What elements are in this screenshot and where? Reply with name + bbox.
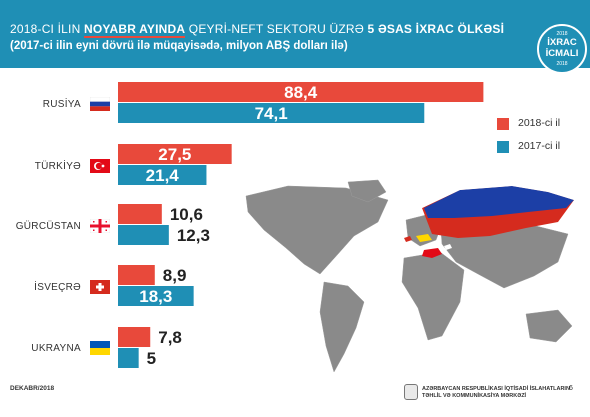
coat-of-arms-icon xyxy=(404,384,418,400)
title-highlight: NOYABR AYINDA xyxy=(83,22,186,38)
badge-year-bottom: 2018 xyxy=(556,61,568,67)
export-review-badge: 2018 İXRAC İCMALI 2018 xyxy=(537,24,587,74)
bar-2018-4 xyxy=(118,327,151,347)
legend-label-2017: 2017-ci il xyxy=(518,140,561,152)
ukraine-flag-icon xyxy=(90,341,110,355)
header-banner: 2018-CI İLIN NOYABR AYINDA QEYRİ-NEFT SE… xyxy=(0,0,590,68)
legend-swatch-2017 xyxy=(497,141,509,153)
bar-label-2017-4: 5 xyxy=(147,349,156,368)
bar-2018-2 xyxy=(118,204,162,224)
title-bold: 5 ƏSAS İXRAC ÖLKƏSİ xyxy=(367,22,505,36)
turkey-flag-icon xyxy=(90,159,110,173)
title-part2: QEYRİ-NEFT SEKTORU ÜZRƏ xyxy=(185,22,368,36)
ukraine-highlight xyxy=(416,234,432,242)
africa-shape xyxy=(401,251,465,341)
bar-label-2017-2: 12,3 xyxy=(177,226,210,245)
bar-label-2017-0: 74,1 xyxy=(255,104,288,123)
bar-label-2018-0: 88,4 xyxy=(284,83,318,102)
footer-date: DEKABR/2018 xyxy=(10,385,55,392)
north-america-shape xyxy=(245,185,389,275)
turkey-highlight xyxy=(422,248,442,258)
south-america-shape xyxy=(319,281,365,373)
bar-label-2017-3: 18,3 xyxy=(139,287,172,306)
world-map xyxy=(245,178,574,373)
bar-2017-2 xyxy=(118,225,169,245)
legend-swatch-2018 xyxy=(497,118,509,130)
title-part1: 2018-CI İLIN xyxy=(10,22,84,36)
badge-line1: İXRAC xyxy=(547,37,577,48)
country-label-turkey: TÜRKİYƏ xyxy=(34,161,81,172)
bar-label-2017-1: 21,4 xyxy=(146,166,180,185)
footer-org-line2: TƏHLİL VƏ KOMMUNİKASİYA MƏRKƏZİ xyxy=(422,393,527,399)
footer-org-line1: AZƏRBAYCAN RESPUBLİKASI İQTİSADİ İSLAHAT… xyxy=(422,386,570,392)
russia-white-band xyxy=(422,178,574,208)
bar-2017-0 xyxy=(118,103,425,123)
badge-line2: İCMALI xyxy=(545,48,579,59)
page-title: 2018-CI İLIN NOYABR AYINDA QEYRİ-NEFT SE… xyxy=(10,22,505,38)
country-label-switzerland: İSVEÇRƏ xyxy=(34,282,81,293)
footer-page-number: 6 xyxy=(569,385,573,392)
country-label-ukraine: UKRAYNA xyxy=(31,343,81,354)
australia-shape xyxy=(525,309,573,343)
bar-label-2018-4: 7,8 xyxy=(158,328,182,347)
footer-organization: AZƏRBAYCAN RESPUBLİKASI İQTİSADİ İSLAHAT… xyxy=(422,386,570,400)
bar-label-2018-2: 10,6 xyxy=(170,205,203,224)
bar-2018-0 xyxy=(118,82,484,102)
page-subtitle: (2017-ci ilin eyni dövrü ilə müqayisədə,… xyxy=(10,40,348,52)
switzerland-highlight xyxy=(404,236,412,242)
switzerland-flag-icon xyxy=(90,280,110,294)
greenland-shape xyxy=(347,179,387,203)
georgia-flag-icon xyxy=(89,218,111,234)
bar-2017-1 xyxy=(118,165,207,185)
bar-label-2018-1: 27,5 xyxy=(158,145,191,164)
bar-label-2018-3: 8,9 xyxy=(163,266,187,285)
bar-2018-3 xyxy=(118,265,155,285)
country-label-russia: RUSİYA xyxy=(42,99,81,110)
georgia-highlight xyxy=(444,244,452,250)
country-label-georgia: GÜRCÜSTAN xyxy=(15,221,81,232)
bar-2017-3 xyxy=(118,286,194,306)
legend-label-2018: 2018-ci il xyxy=(518,117,561,129)
bar-2017-4 xyxy=(118,348,139,368)
bar-2018-1 xyxy=(118,144,232,164)
russia-blue-band xyxy=(424,186,574,218)
badge-year-top: 2018 xyxy=(556,31,568,37)
